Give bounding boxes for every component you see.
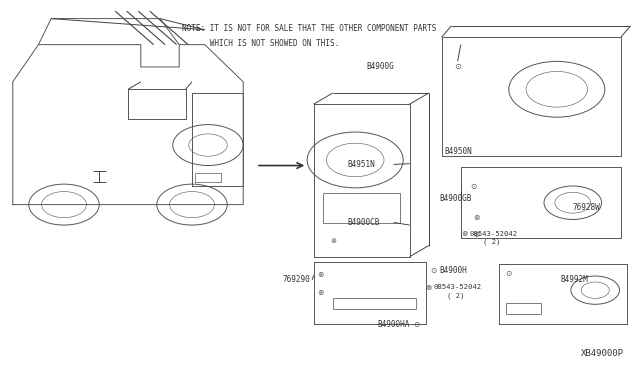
Text: ⊗: ⊗ <box>426 283 432 292</box>
Text: 08543-52042: 08543-52042 <box>470 231 518 237</box>
Text: 08543-52042: 08543-52042 <box>434 284 482 290</box>
Text: ⊙: ⊙ <box>506 269 512 278</box>
Text: ⊗: ⊗ <box>317 288 324 296</box>
Text: ( 2): ( 2) <box>483 238 500 245</box>
Text: ⊗: ⊗ <box>317 270 324 279</box>
Text: ⊙: ⊙ <box>454 62 461 71</box>
Text: B4900CB: B4900CB <box>347 218 380 227</box>
Text: ⊗: ⊗ <box>474 213 480 222</box>
Text: ⊙: ⊙ <box>413 320 419 329</box>
Text: WHICH IS NOT SHOWED ON THIS.: WHICH IS NOT SHOWED ON THIS. <box>182 39 340 48</box>
Text: B4950N: B4950N <box>445 147 472 155</box>
Text: 769290: 769290 <box>283 275 310 284</box>
Text: XB49000P: XB49000P <box>581 349 624 358</box>
Text: B4992M: B4992M <box>560 275 588 284</box>
Text: B4900H: B4900H <box>439 266 467 275</box>
Text: 76928W: 76928W <box>573 203 600 212</box>
Text: ⊙: ⊙ <box>470 182 477 190</box>
Text: ⊗: ⊗ <box>461 229 467 238</box>
Text: B4900HA: B4900HA <box>377 320 410 329</box>
Text: ⊗: ⊗ <box>330 238 337 244</box>
Text: B4900G: B4900G <box>366 62 394 71</box>
Text: B4900GB: B4900GB <box>439 194 472 203</box>
Text: ⊗: ⊗ <box>474 230 480 239</box>
Text: NOTE: IT IS NOT FOR SALE THAT THE OTHER COMPONENT PARTS: NOTE: IT IS NOT FOR SALE THAT THE OTHER … <box>182 24 436 33</box>
Text: ( 2): ( 2) <box>447 292 464 299</box>
Text: B4951N: B4951N <box>347 160 374 169</box>
Text: ⊙: ⊙ <box>430 266 436 275</box>
